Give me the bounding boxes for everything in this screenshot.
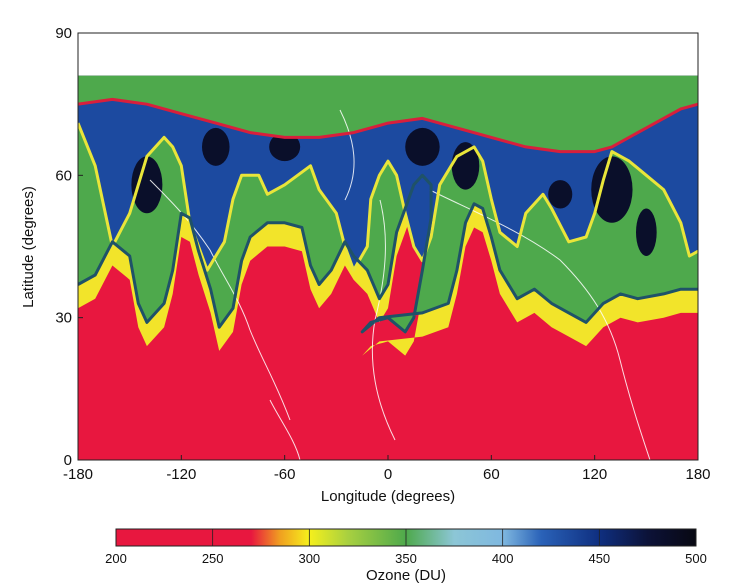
coastline-greenland bbox=[339, 109, 355, 201]
ozone-maximum-3 bbox=[269, 132, 301, 162]
ozone-maximum-4 bbox=[405, 127, 440, 166]
colorbar-label: Ozone (DU) bbox=[366, 567, 446, 584]
colorbar: 200 250 300 350 400 450 500 Ozone (DU) bbox=[105, 528, 707, 584]
ozone-maximum-6 bbox=[591, 156, 633, 223]
coastline-asia bbox=[429, 189, 651, 460]
y-tick-label-0: 0 bbox=[64, 452, 72, 469]
x-tick-label-4: 60 bbox=[483, 466, 500, 483]
colorbar-tick-label-3: 350 bbox=[395, 551, 417, 566]
colorbar-tick-label-5: 450 bbox=[588, 551, 610, 566]
x-axis-ticks: -180 -120 -60 0 60 120 180 bbox=[63, 455, 711, 483]
contour-line-3 bbox=[78, 173, 698, 334]
y-tick-label-1: 30 bbox=[55, 310, 72, 327]
x-tick-label-1: -120 bbox=[166, 466, 196, 483]
colorbar-tick-label-6: 500 bbox=[685, 551, 707, 566]
x-tick-label-6: 180 bbox=[685, 466, 710, 483]
colorbar-tick-label-1: 250 bbox=[202, 551, 224, 566]
arctic-region bbox=[78, 75, 698, 152]
ozone-maximum-2 bbox=[202, 127, 230, 166]
y-tick-label-2: 60 bbox=[55, 167, 72, 184]
x-tick-label-3: 0 bbox=[384, 466, 392, 483]
heatmap-field bbox=[78, 33, 698, 460]
contour-lines bbox=[78, 97, 698, 334]
y-axis-label: Latitude (degrees) bbox=[20, 186, 37, 308]
colorbar-tick-label-4: 400 bbox=[492, 551, 514, 566]
x-tick-label-2: -60 bbox=[274, 466, 296, 483]
contour-line-1 bbox=[78, 97, 698, 154]
ozone-maxima bbox=[131, 127, 657, 256]
x-tick-label-5: 120 bbox=[582, 466, 607, 483]
colorbar-tick-label-0: 200 bbox=[105, 551, 127, 566]
ozone-maximum-8 bbox=[548, 180, 573, 209]
colorbar-tick-label-2: 300 bbox=[298, 551, 320, 566]
colorbar-ticks: 200 250 300 350 400 450 500 bbox=[105, 529, 707, 566]
ozone-maximum-1 bbox=[131, 156, 163, 214]
coastline-south-america bbox=[269, 399, 301, 460]
x-axis-label: Longitude (degrees) bbox=[321, 488, 455, 505]
coastline-north-america bbox=[149, 179, 291, 421]
ozone-maximum-7 bbox=[636, 208, 657, 256]
y-tick-label-3: 90 bbox=[55, 25, 72, 42]
x-tick-label-0: -180 bbox=[63, 466, 93, 483]
y-axis-ticks: 0 30 60 90 bbox=[55, 25, 83, 469]
